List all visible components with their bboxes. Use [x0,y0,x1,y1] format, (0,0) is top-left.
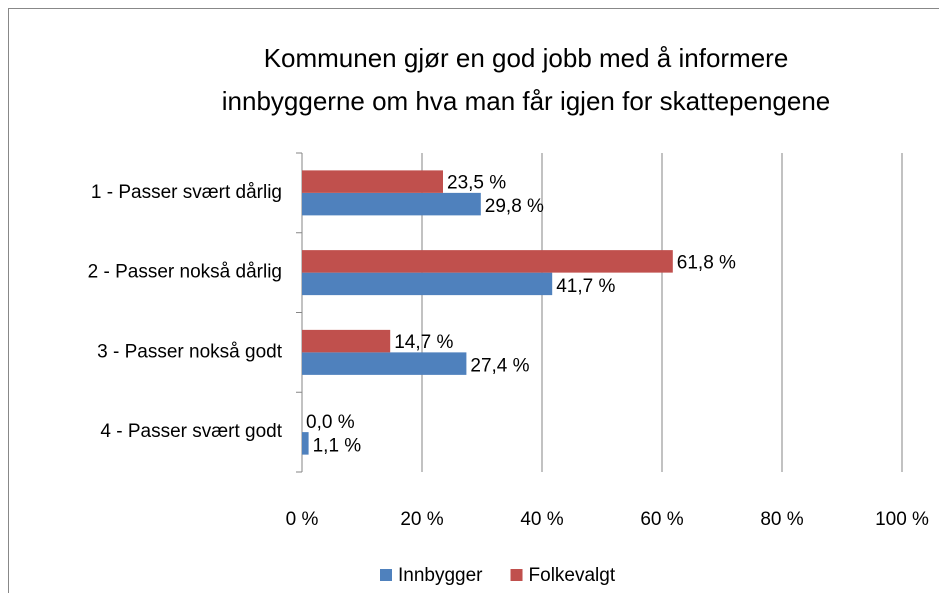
chart-border [8,8,939,593]
chart-title: Kommunen gjør en god jobb med å informer… [264,43,789,73]
value-label: 1,1 % [313,435,362,456]
legend-swatch [510,569,523,581]
x-tick-label: 40 % [520,509,563,530]
bar [302,192,481,216]
bar [302,329,391,353]
y-tick-label: 2 - Passer nokså dårlig [88,262,282,283]
value-label: 14,7 % [394,332,453,353]
value-label: 23,5 % [447,173,506,194]
bar [302,250,673,273]
legend-label: Folkevalgt [529,565,616,586]
value-label: 41,7 % [556,276,615,297]
x-tick-label: 100 % [875,509,929,530]
legend-label: Innbygger [398,565,483,586]
legend-swatch [380,569,392,581]
x-tick-label: 80 % [760,509,803,530]
x-tick-label: 20 % [400,509,443,530]
y-tick-label: 1 - Passer svært dårlig [91,182,282,203]
bar [302,352,467,375]
value-label: 29,8 % [485,196,544,217]
bar [302,272,553,296]
x-tick-label: 60 % [640,509,683,530]
bar [302,170,443,193]
value-label: 27,4 % [470,356,529,377]
y-tick-label: 4 - Passer svært godt [100,421,282,442]
value-label: 0,0 % [306,412,355,433]
x-tick-label: 0 % [286,509,319,530]
value-label: 61,8 % [677,252,736,273]
y-tick-label: 3 - Passer nokså godt [97,341,283,362]
bar [302,432,309,455]
chart-title: innbyggerne om hva man får igjen for ska… [222,86,831,116]
